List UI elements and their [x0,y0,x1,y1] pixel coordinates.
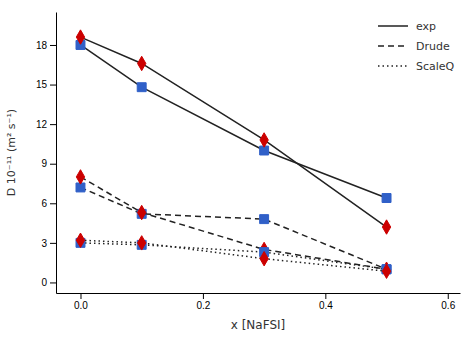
legend-entry: ScaleQ [378,60,455,73]
series-marker [260,133,268,147]
legend-swatch [378,65,408,67]
x-tick-mark [325,293,326,299]
series-marker [260,251,268,265]
series-marker [382,264,390,278]
x-tick-label: 0.4 [319,300,333,311]
y-tick-label: 6 [41,198,47,209]
legend-swatch [378,25,408,27]
series-marker [260,215,269,224]
legend-label: ScaleQ [416,60,455,73]
y-tick: 12 [36,119,56,130]
y-tick: 9 [41,158,56,169]
x-tick: 0.6 [441,293,455,311]
x-axis: 0.0 0.2 0.4 0.6 [57,293,461,311]
y-tick: 3 [41,238,56,249]
y-axis-line [56,13,57,294]
y-tick-mark [50,203,56,204]
plot: 0.0 0.2 0.4 0.6 0 3 6 9 12 15 18 exp Drude ScaleQ [36,13,461,312]
series-marker [138,205,146,219]
series-marker [138,236,146,250]
legend-entry: Drude [378,40,450,53]
x-tick: 0.0 [74,293,88,311]
y-tick-label: 9 [41,158,47,169]
legend-swatch [378,45,408,47]
series-line [80,240,386,271]
x-tick-mark [203,293,204,299]
y-tick-mark [50,164,56,165]
series-marker [382,220,390,234]
x-tick-mark [80,293,81,299]
series-marker [76,233,84,247]
series-marker [382,194,391,203]
y-axis-title: D 10⁻¹¹ (m² s⁻¹) [5,109,18,196]
x-axis-line [57,293,461,294]
y-tick: 18 [36,40,56,51]
series-line [80,243,386,269]
y-tick-mark [50,45,56,46]
y-tick-mark [50,282,56,283]
x-tick-label: 0.6 [441,300,455,311]
x-tick: 0.2 [196,293,210,311]
x-tick-label: 0.0 [74,300,88,311]
series-marker [138,56,146,70]
legend-label: Drude [416,40,450,53]
series-marker [76,30,84,44]
marks [76,30,391,279]
series-marker [76,170,84,184]
x-tick-mark [448,293,449,299]
y-tick: 15 [36,79,56,90]
y-tick: 6 [41,198,56,209]
series-line [80,37,386,227]
y-tick-label: 18 [36,40,48,51]
legend: exp Drude ScaleQ [378,20,455,73]
x-axis-title: x [NaFSI] [231,318,285,332]
series-marker [137,83,146,92]
x-tick: 0.4 [319,293,333,311]
y-tick-mark [50,85,56,86]
y-tick-label: 0 [41,277,47,288]
y-axis: 0 3 6 9 12 15 18 [36,13,57,294]
x-tick-label: 0.2 [196,300,210,311]
series-line [80,187,386,269]
y-tick-label: 12 [36,119,48,130]
y-tick-mark [50,243,56,244]
y-tick-label: 15 [36,79,48,90]
chart: 0.0 0.2 0.4 0.6 0 3 6 9 12 15 18 exp Drude ScaleQ x [N… [0,0,474,337]
legend-entry: exp [378,20,436,33]
y-tick: 0 [41,277,56,288]
y-tick-mark [50,124,56,125]
y-tick-label: 3 [41,238,47,249]
legend-label: exp [416,20,436,33]
